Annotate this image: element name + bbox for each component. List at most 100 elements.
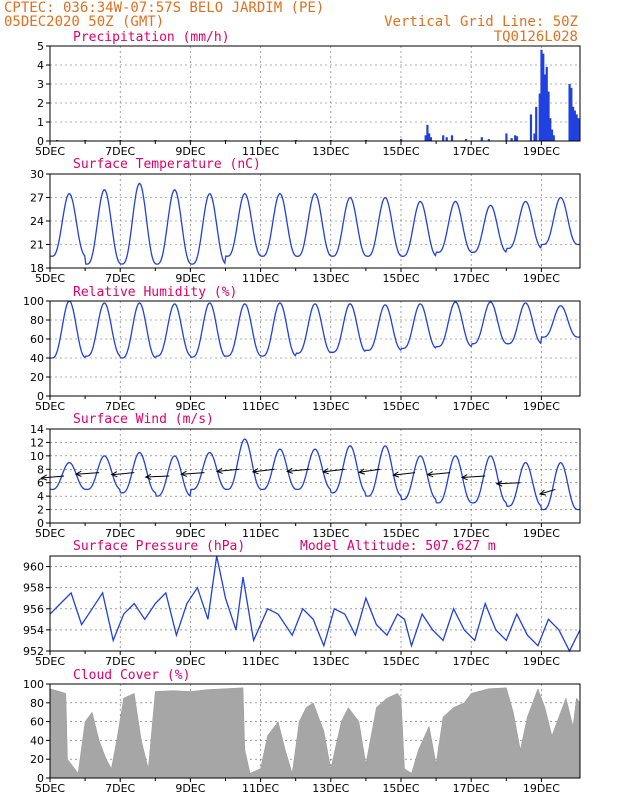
wind-vector-head — [74, 470, 82, 477]
panel-frame — [49, 555, 581, 652]
wind-vector-head — [358, 468, 366, 475]
precip-bar — [543, 74, 547, 141]
x-tick-label: 5DEC — [35, 400, 65, 413]
wind-vector — [216, 468, 240, 472]
header-run-code: TQ0126L028 — [494, 29, 578, 45]
x-tick-label: 9DEC — [175, 782, 205, 795]
precip-bar — [575, 114, 578, 141]
x-tick-label: 9DEC — [175, 145, 205, 158]
y-tick-label: 100 — [23, 678, 44, 691]
y-tick-label: 958 — [23, 582, 44, 595]
x-tick-label: 15DEC — [382, 527, 419, 540]
x-tick-label: 19DEC — [523, 272, 560, 285]
x-tick-label: 11DEC — [242, 272, 279, 285]
panel-1: 0 1 2 3 4 5 5DEC 7DEC 9DEC 11DEC 13DEC 15DEC 17DEC 19… — [35, 30, 581, 158]
x-tick-label: 19DEC — [523, 400, 560, 413]
header-location-line: CPTEC: 036:34W-07:57S BELO JARDIM (PE) — [4, 0, 324, 16]
x-tick-label: 5DEC — [35, 527, 65, 540]
x-tick-label: 9DEC — [175, 400, 205, 413]
precip-bar — [515, 136, 519, 141]
x-tick-label: 13DEC — [312, 145, 349, 158]
panel-5: 952 954 956 958 960 5DEC 7DEC 9DEC 11DEC 13DEC 15D… — [23, 539, 581, 668]
x-tick-label: 13DEC — [312, 782, 349, 795]
y-tick-label: 18 — [30, 262, 44, 275]
wind-vector — [427, 472, 451, 476]
x-tick-label: 9DEC — [175, 272, 205, 285]
x-tick-label: 15DEC — [382, 782, 419, 795]
x-tick-label: 7DEC — [105, 782, 135, 795]
y-tick-label: 0 — [37, 135, 44, 148]
x-tick-label: 17DEC — [453, 400, 490, 413]
precip-bar — [573, 110, 576, 141]
x-tick-label: 17DEC — [453, 527, 490, 540]
series-line — [49, 300, 580, 359]
x-tick-label: 17DEC — [453, 145, 490, 158]
x-tick-label: 17DEC — [453, 655, 490, 668]
wind-vector-head — [251, 468, 259, 475]
wind-vector-head — [426, 471, 434, 478]
x-tick-label: 11DEC — [242, 527, 279, 540]
x-tick-label: 7DEC — [105, 655, 135, 668]
y-tick-label: 30 — [30, 168, 44, 181]
wind-vector — [111, 472, 135, 476]
precip-bar — [577, 118, 580, 141]
precip-bar — [399, 139, 403, 141]
panel-title: Cloud Cover (%) — [73, 668, 190, 683]
x-tick-label: 19DEC — [523, 527, 560, 540]
y-tick-label: 21 — [30, 239, 44, 252]
y-tick-label: 80 — [30, 314, 44, 327]
x-tick-label: 13DEC — [312, 272, 349, 285]
precip-bar — [505, 133, 508, 141]
x-tick-label: 11DEC — [242, 145, 279, 158]
header-grid-note: Vertical Grid Line: 50Z — [384, 14, 578, 30]
y-tick-label: 2 — [37, 97, 44, 110]
x-tick-label: 17DEC — [453, 782, 490, 795]
y-tick-label: 80 — [30, 697, 44, 710]
y-tick-label: 952 — [23, 645, 44, 658]
precip-bar — [571, 106, 575, 141]
y-tick-label: 60 — [30, 333, 44, 346]
precip-bar — [426, 124, 429, 141]
y-tick-label: 100 — [23, 295, 44, 308]
x-tick-label: 15DEC — [382, 145, 419, 158]
x-tick-label: 15DEC — [382, 400, 419, 413]
precip-bar — [547, 91, 550, 141]
x-tick-label: 19DEC — [523, 145, 560, 158]
wind-vector-head — [215, 467, 223, 474]
y-tick-label: 27 — [30, 192, 44, 205]
panel-title: Surface Wind (m/s) — [73, 412, 214, 427]
panel-title: Surface Pressure (hPa) — [73, 539, 245, 554]
x-tick-label: 19DEC — [523, 655, 560, 668]
panel-2: 18 21 24 27 30 5DEC 7DEC 9DEC 11DEC 13DEC 15DEC 17D… — [30, 157, 581, 285]
wind-vector-head — [110, 471, 118, 478]
precip-bar — [542, 53, 545, 141]
y-tick-label: 20 — [30, 753, 44, 766]
x-tick-label: 19DEC — [523, 782, 560, 795]
y-tick-label: 1 — [37, 116, 44, 129]
x-tick-label: 15DEC — [382, 272, 419, 285]
panel-6: 0 20 40 60 80 100 5DEC 7DEC 9DEC 11DEC 13DEC 15DEC 1… — [23, 668, 581, 795]
x-tick-label: 7DEC — [105, 527, 135, 540]
precip-bar — [570, 87, 573, 141]
y-tick-label: 956 — [23, 603, 44, 616]
wind-vector-head — [321, 468, 329, 475]
y-tick-label: 60 — [30, 716, 44, 729]
wind-vector — [462, 475, 486, 479]
x-tick-label: 15DEC — [382, 655, 419, 668]
series-line — [49, 438, 580, 511]
y-tick-label: 24 — [30, 215, 44, 228]
y-tick-label: 8 — [37, 463, 44, 476]
precip-bar — [549, 118, 552, 141]
precip-bar — [552, 135, 555, 141]
y-tick-label: 5 — [37, 40, 44, 53]
y-tick-label: 960 — [23, 561, 44, 574]
precip-bar — [429, 137, 433, 141]
y-tick-label: 20 — [30, 371, 44, 384]
x-tick-label: 9DEC — [175, 655, 205, 668]
wind-vector — [181, 472, 205, 475]
wind-vector — [323, 468, 345, 473]
precip-bar — [424, 135, 427, 141]
y-tick-label: 14 — [30, 423, 44, 436]
wind-vector-head — [538, 489, 547, 496]
